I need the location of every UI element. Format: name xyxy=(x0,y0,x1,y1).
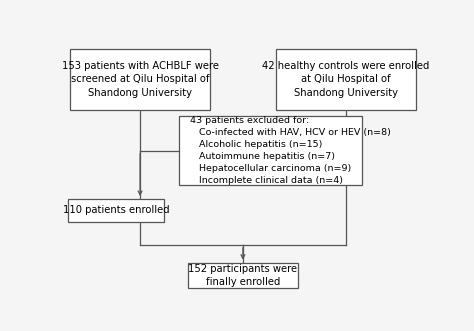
Text: 42 healthy controls were enrolled
at Qilu Hospital of
Shandong University: 42 healthy controls were enrolled at Qil… xyxy=(262,61,429,98)
Text: 152 participants were
finally enrolled: 152 participants were finally enrolled xyxy=(188,264,298,287)
FancyBboxPatch shape xyxy=(179,116,362,185)
Text: 110 patients enrolled: 110 patients enrolled xyxy=(63,206,170,215)
FancyBboxPatch shape xyxy=(70,49,210,110)
Text: 153 patients with ACHBLF were
screened at Qilu Hospital of
Shandong University: 153 patients with ACHBLF were screened a… xyxy=(62,61,219,98)
FancyBboxPatch shape xyxy=(188,263,298,288)
Text: 43 patients excluded for:
   Co-infected with HAV, HCV or HEV (n=8)
   Alcoholic: 43 patients excluded for: Co-infected wi… xyxy=(190,116,391,185)
FancyBboxPatch shape xyxy=(276,49,416,110)
FancyBboxPatch shape xyxy=(68,199,164,222)
